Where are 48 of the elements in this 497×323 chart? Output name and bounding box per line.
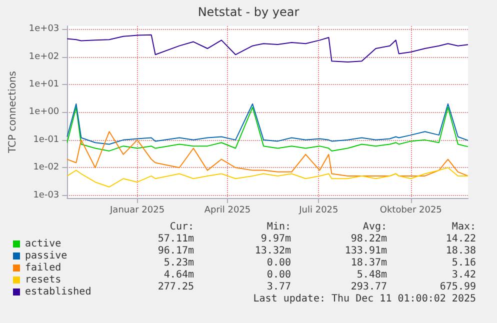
text: 5.48m [356,270,388,280]
text: Last update: Thu Dec 11 01:00:02 2025 [253,294,476,304]
text: 293.77 [350,282,387,292]
x-tick-label: Januar 2025 [109,206,165,216]
text: Min: [266,222,292,232]
legend-label: failed [25,262,62,274]
x-tick-label: Juli 2025 [298,206,338,216]
line-series [66,34,468,63]
text: 14.22 [446,234,476,244]
text: Max: [452,222,476,232]
text: 18.37m [350,258,387,268]
y-tick-label: 1e-01 [33,134,60,145]
y-tick-label: 1e+01 [28,80,60,90]
y-axis-title: TCP connections [8,70,18,154]
text: 57.11m [158,234,194,244]
text: 18.38 [446,246,476,256]
line-series [66,131,468,176]
text: 96.17m [158,246,194,256]
text: 4.64m [164,270,194,280]
chart-title: Netstat - by year [198,5,300,19]
text: Avg: [362,222,388,232]
y-tick-label: 1e-02 [33,162,60,173]
line-series [66,106,468,152]
y-tick-label: 1e+02 [28,52,60,62]
text: 98.22m [350,234,387,244]
text: 3.77 [266,282,292,292]
line-series [66,103,468,145]
y-tick-label: 1e+03 [28,24,60,34]
text: 9.97m [260,234,292,244]
y-tick-label: 1e+00 [28,107,60,118]
x-tick-label: Oktober 2025 [380,206,442,216]
text: 5.23m [164,258,194,268]
text: 3.42 [452,270,476,280]
line-series [66,167,468,188]
x-tick-label: April 2025 [204,206,251,216]
text: 5.16 [452,258,476,268]
text: 0.00 [266,258,292,268]
text: 675.99 [440,282,476,292]
y-tick-label: 1e-03 [33,190,60,200]
text: 0.00 [266,270,292,280]
legend-label: resets [25,274,62,286]
text: Cur: [170,222,194,232]
text: 133.91m [344,246,388,256]
text: 277.25 [158,282,194,292]
legend-label: passive [25,250,68,262]
legend-label: established [25,286,92,298]
text: 13.32m [254,246,291,256]
legend-label: active [25,238,62,250]
